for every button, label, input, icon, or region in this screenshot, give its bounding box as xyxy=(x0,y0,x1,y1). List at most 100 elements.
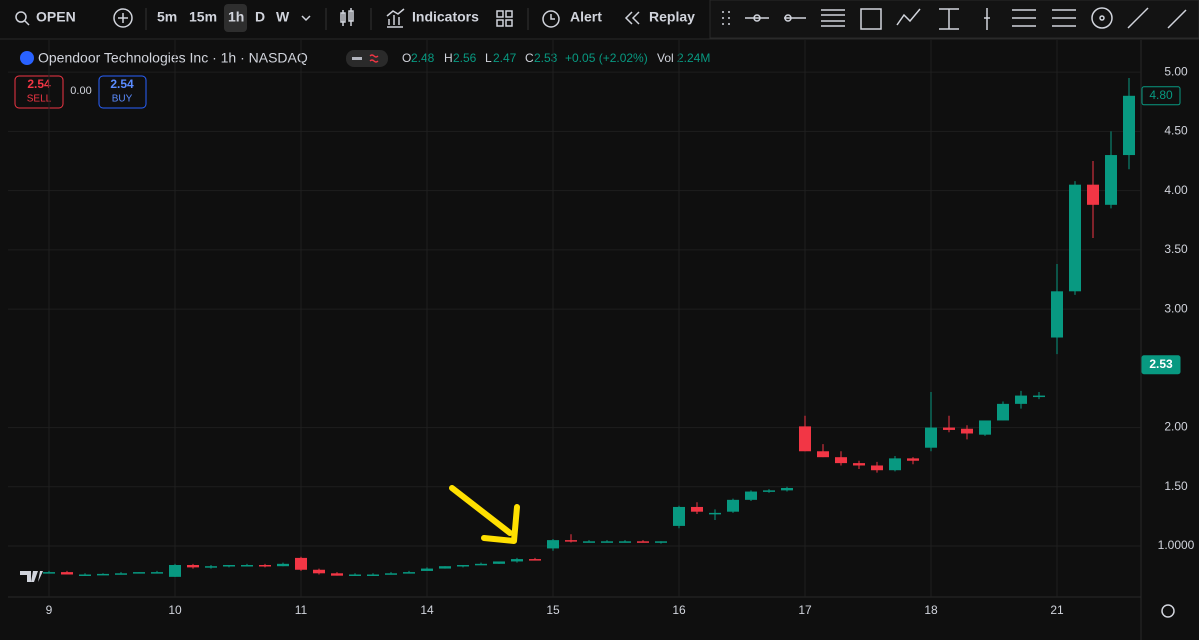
ohlc-value: 2.47 xyxy=(493,51,517,65)
price-badge-label: 4.80 xyxy=(1149,88,1173,102)
candle-body xyxy=(529,559,541,561)
candle-body xyxy=(727,499,739,512)
ohlc-label: O xyxy=(402,51,411,65)
sell-price: 2.54 xyxy=(27,77,51,91)
volume-label: Vol xyxy=(657,51,674,65)
symbol[interactable]: OPEN xyxy=(36,9,76,25)
buy-price: 2.54 xyxy=(110,77,134,91)
candle-body xyxy=(655,541,667,543)
candle-body xyxy=(583,541,595,543)
interval[interactable]: D xyxy=(255,9,265,25)
x-tick-label: 18 xyxy=(924,603,938,617)
price-badge xyxy=(1141,86,1181,106)
buy-button[interactable] xyxy=(98,75,147,109)
y-tick-label: 3.50 xyxy=(1164,242,1188,256)
x-tick-label: 14 xyxy=(420,603,434,617)
ohlc-label: H xyxy=(444,51,453,65)
candle-body xyxy=(223,565,235,567)
indicators-button[interactable]: Indicators xyxy=(412,9,479,25)
interval[interactable]: 5m xyxy=(157,9,177,25)
candle-body xyxy=(1033,395,1045,398)
alert-icon[interactable] xyxy=(542,10,560,28)
candle-body xyxy=(133,572,145,574)
y-tick-label: 5.00 xyxy=(1164,64,1188,78)
replay-icon[interactable] xyxy=(624,11,640,25)
legend-toggle[interactable] xyxy=(346,50,388,67)
candle-body xyxy=(79,574,91,576)
interval[interactable]: 1h xyxy=(228,9,244,25)
candle-body xyxy=(1051,291,1063,338)
candle-body xyxy=(1105,155,1117,205)
search-icon xyxy=(24,20,30,26)
interval[interactable]: 15m xyxy=(189,9,217,25)
candle-body xyxy=(43,572,55,574)
candle-body xyxy=(403,572,415,574)
ohlc-value: 2.48 xyxy=(411,51,435,65)
candle-body xyxy=(151,572,163,574)
y-tick-label: 1.0000 xyxy=(1158,538,1195,552)
y-tick-label: 1.50 xyxy=(1164,479,1188,493)
candle-body xyxy=(781,487,793,491)
candle-body xyxy=(385,573,397,575)
candle-body xyxy=(673,506,685,526)
candle-body xyxy=(871,465,883,471)
sell-button[interactable] xyxy=(14,75,64,109)
indicators-icon[interactable] xyxy=(386,8,405,28)
ohlc-value: 2.53 xyxy=(534,51,558,65)
price-badge xyxy=(1141,355,1181,375)
candle-body xyxy=(511,559,523,562)
x-tick-label: 21 xyxy=(1050,603,1064,617)
candle-body xyxy=(61,572,73,575)
ohlc-label: C xyxy=(525,51,534,65)
ohlc-value: 2.56 xyxy=(453,51,477,65)
replay-button[interactable]: Replay xyxy=(649,9,695,25)
legend-toggle-icon xyxy=(352,57,362,60)
candle-body xyxy=(367,574,379,576)
candle-body xyxy=(439,566,451,569)
interval-dropdown[interactable] xyxy=(301,15,311,22)
drag-handle xyxy=(722,11,730,25)
compare-button[interactable] xyxy=(113,8,133,28)
candle-body xyxy=(205,566,217,568)
settings-icon[interactable] xyxy=(1161,604,1175,618)
candle-body xyxy=(1123,95,1135,156)
y-tick-label: 3.00 xyxy=(1164,301,1188,315)
candle-body xyxy=(1069,184,1081,292)
candle-body xyxy=(637,541,649,543)
candle-body xyxy=(1015,395,1027,404)
candle-body xyxy=(997,403,1009,421)
ohlc-legend: O 2.48 H 2.56 L 2.47 C 2.53 +0.05 (+2.02… xyxy=(402,51,710,65)
candle-body xyxy=(115,573,127,575)
x-tick-label: 16 xyxy=(672,603,686,617)
candle-body xyxy=(97,573,109,576)
sell-label: SELL xyxy=(27,94,52,105)
buy-label: BUY xyxy=(112,94,133,105)
candle-body xyxy=(709,512,721,515)
candle-body xyxy=(349,574,361,576)
layouts-icon[interactable] xyxy=(496,10,513,27)
x-tick-label: 9 xyxy=(46,603,53,617)
candle-body xyxy=(745,491,757,500)
spread: 0.00 xyxy=(70,85,91,97)
x-tick-label: 10 xyxy=(168,603,182,617)
candle-body xyxy=(169,565,181,577)
search-icon[interactable] xyxy=(15,11,27,23)
y-tick-label: 4.00 xyxy=(1164,183,1188,197)
candle-body xyxy=(799,426,811,452)
y-tick-label: 2.00 xyxy=(1164,420,1188,434)
candle-body xyxy=(187,565,199,568)
candle-body xyxy=(241,565,253,567)
y-tick-label: 4.50 xyxy=(1164,124,1188,138)
candle-body xyxy=(835,457,847,464)
chart-type-icon[interactable] xyxy=(340,8,354,26)
change: +0.05 (+2.02%) xyxy=(565,51,648,65)
candle-body xyxy=(619,541,631,543)
candle-body xyxy=(259,565,271,567)
interval[interactable]: W xyxy=(276,9,290,25)
candle-body xyxy=(331,573,343,576)
candle-body xyxy=(475,563,487,566)
alert-button[interactable]: Alert xyxy=(570,9,602,25)
